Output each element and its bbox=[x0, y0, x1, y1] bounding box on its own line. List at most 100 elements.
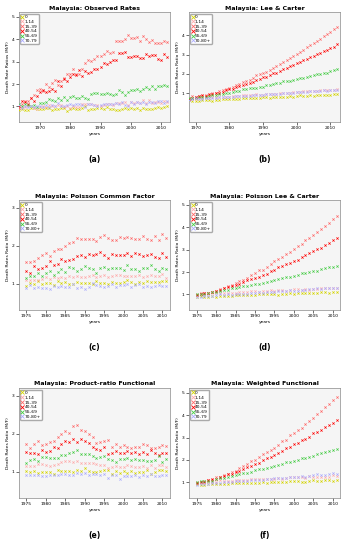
Point bbox=[280, 65, 286, 74]
Point bbox=[318, 243, 324, 252]
Point bbox=[109, 263, 115, 272]
Point bbox=[133, 455, 138, 464]
Point bbox=[90, 452, 95, 461]
Point bbox=[330, 446, 335, 454]
Point bbox=[283, 474, 289, 482]
Point bbox=[291, 472, 297, 481]
Point bbox=[254, 94, 259, 102]
Point bbox=[133, 234, 138, 243]
Point bbox=[248, 475, 254, 483]
Legend: 0, 1-14, 15-39, 40-54, 55-69, 70-80+: 0, 1-14, 15-39, 40-54, 55-69, 70-80+ bbox=[190, 202, 212, 232]
Point bbox=[194, 477, 199, 486]
Point bbox=[202, 480, 207, 488]
Point bbox=[260, 478, 265, 487]
Point bbox=[291, 456, 297, 465]
Point bbox=[158, 56, 164, 64]
Point bbox=[279, 477, 285, 486]
Point bbox=[295, 477, 300, 486]
Point bbox=[92, 65, 97, 74]
Point bbox=[121, 280, 126, 289]
Point bbox=[315, 284, 320, 293]
Point bbox=[117, 455, 122, 464]
Point bbox=[104, 89, 109, 97]
Point bbox=[326, 218, 331, 227]
Point bbox=[284, 64, 289, 73]
Point bbox=[252, 273, 258, 282]
Point bbox=[140, 104, 146, 113]
Point bbox=[244, 478, 250, 487]
Point bbox=[164, 471, 169, 480]
Point bbox=[322, 284, 328, 293]
Point bbox=[101, 278, 107, 287]
Point bbox=[252, 475, 258, 483]
Point bbox=[303, 472, 308, 481]
Legend: 0, 1-14, 15-39, 40-54, 55-69, 70-80+: 0, 1-14, 15-39, 40-54, 55-69, 70-80+ bbox=[20, 202, 42, 232]
Point bbox=[98, 470, 103, 479]
Point bbox=[297, 91, 303, 100]
Point bbox=[148, 271, 154, 280]
Point bbox=[244, 476, 250, 485]
Y-axis label: Death Rates Ratio (M/F): Death Rates Ratio (M/F) bbox=[176, 41, 180, 93]
Point bbox=[16, 101, 21, 109]
Point bbox=[304, 87, 310, 96]
Point bbox=[64, 101, 70, 109]
Point bbox=[283, 458, 289, 467]
Point bbox=[272, 451, 277, 460]
Point bbox=[279, 274, 285, 283]
Point bbox=[117, 263, 122, 272]
Point bbox=[140, 448, 146, 457]
Point bbox=[250, 91, 256, 100]
Point bbox=[203, 94, 209, 102]
Point bbox=[304, 54, 310, 63]
Point bbox=[202, 290, 207, 299]
Point bbox=[260, 73, 266, 81]
Point bbox=[40, 87, 46, 96]
Point bbox=[314, 91, 320, 100]
Point bbox=[152, 97, 158, 106]
Point bbox=[206, 480, 211, 488]
Point bbox=[35, 468, 41, 477]
Point bbox=[31, 467, 37, 476]
Point bbox=[250, 77, 256, 86]
Point bbox=[237, 91, 242, 100]
Point bbox=[240, 94, 246, 103]
Point bbox=[52, 102, 58, 111]
Point bbox=[70, 422, 76, 431]
Point bbox=[128, 103, 134, 112]
Point bbox=[307, 233, 312, 242]
Point bbox=[70, 238, 76, 246]
Point bbox=[74, 283, 80, 292]
Point bbox=[244, 281, 250, 290]
Point bbox=[270, 90, 276, 98]
Point bbox=[295, 473, 300, 482]
Point bbox=[206, 477, 211, 486]
Point bbox=[134, 32, 140, 41]
Point bbox=[107, 100, 112, 108]
Point bbox=[125, 249, 130, 257]
Point bbox=[49, 84, 55, 93]
Point bbox=[80, 64, 85, 73]
Point bbox=[287, 62, 293, 71]
Point bbox=[315, 477, 320, 486]
Point bbox=[122, 103, 128, 112]
Point bbox=[301, 86, 306, 95]
Point bbox=[113, 279, 119, 288]
Point bbox=[291, 60, 296, 69]
Point bbox=[144, 471, 150, 480]
Point bbox=[297, 88, 303, 97]
Point bbox=[303, 477, 308, 486]
Point bbox=[51, 454, 56, 463]
Point bbox=[274, 62, 279, 70]
Point bbox=[206, 90, 212, 99]
Point bbox=[213, 96, 219, 104]
Point bbox=[70, 448, 76, 456]
Point bbox=[119, 98, 125, 107]
Title: Malaysia: Product-ratio Functional: Malaysia: Product-ratio Functional bbox=[34, 382, 155, 387]
Point bbox=[133, 265, 138, 273]
Point bbox=[131, 85, 137, 94]
Point bbox=[314, 86, 320, 95]
Point bbox=[101, 230, 107, 239]
Point bbox=[125, 261, 130, 270]
Point bbox=[283, 444, 289, 453]
Point bbox=[83, 102, 88, 111]
